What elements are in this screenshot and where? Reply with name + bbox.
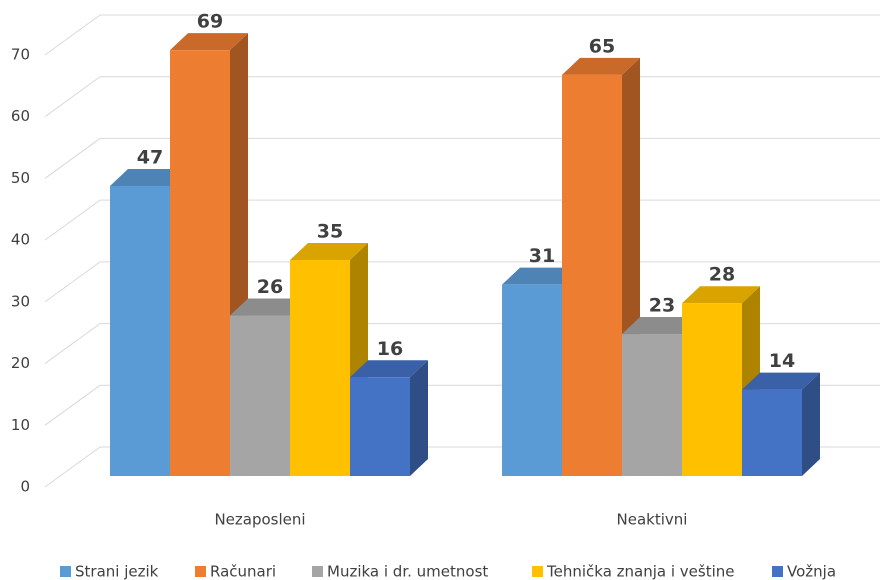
bar-top — [230, 298, 308, 316]
data-label: 31 — [529, 245, 555, 267]
legend-label: Vožnja — [787, 563, 836, 580]
data-label: 23 — [649, 295, 675, 317]
bar — [110, 185, 170, 476]
bar-side — [410, 360, 428, 476]
data-label: 28 — [709, 264, 735, 286]
bar-top — [562, 57, 640, 75]
y-tick-label: 60 — [11, 107, 30, 125]
legend-swatch — [772, 566, 783, 577]
bar — [622, 334, 682, 476]
bar — [682, 303, 742, 476]
bar-top — [110, 168, 188, 186]
legend-label: Muzika i dr. umetnost — [327, 563, 488, 580]
legend-label: Računari — [210, 563, 276, 580]
data-label: 26 — [257, 276, 283, 298]
bar-top — [502, 267, 580, 285]
legend-swatch — [532, 566, 543, 577]
data-label: 65 — [589, 35, 615, 57]
bar-top — [742, 372, 820, 390]
bar — [170, 50, 230, 477]
bar — [742, 389, 802, 476]
bar — [230, 315, 290, 476]
data-label: 47 — [137, 146, 163, 168]
legend-label: Strani jezik — [75, 563, 159, 580]
bar-top — [682, 286, 760, 304]
y-tick-label: 10 — [11, 416, 30, 434]
bar-top — [350, 360, 428, 378]
y-tick-label: 30 — [11, 292, 30, 310]
bar-top — [290, 243, 368, 260]
legend-label: Tehnička znanja i veštine — [546, 563, 735, 580]
y-tick-label: 40 — [11, 231, 30, 249]
bar — [562, 74, 622, 476]
bar-top — [170, 33, 248, 51]
x-tick-label: Neaktivni — [617, 511, 688, 529]
grid-line — [44, 14, 880, 56]
bar — [290, 260, 350, 476]
data-label: 35 — [317, 221, 343, 243]
bar — [502, 284, 562, 476]
data-label: 16 — [377, 338, 403, 360]
bar-side — [802, 372, 820, 476]
y-tick-label: 20 — [11, 354, 30, 372]
bar-top — [622, 317, 700, 335]
y-tick-label: 0 — [20, 478, 30, 496]
legend-swatch — [195, 566, 206, 577]
y-tick-label: 50 — [11, 169, 30, 187]
y-tick-label: 70 — [11, 46, 30, 64]
legend-swatch — [312, 566, 323, 577]
data-label: 69 — [197, 11, 223, 33]
x-tick-label: Nezaposleni — [214, 511, 305, 529]
legend-swatch — [60, 566, 71, 577]
bar — [350, 377, 410, 476]
data-label: 14 — [769, 350, 795, 372]
